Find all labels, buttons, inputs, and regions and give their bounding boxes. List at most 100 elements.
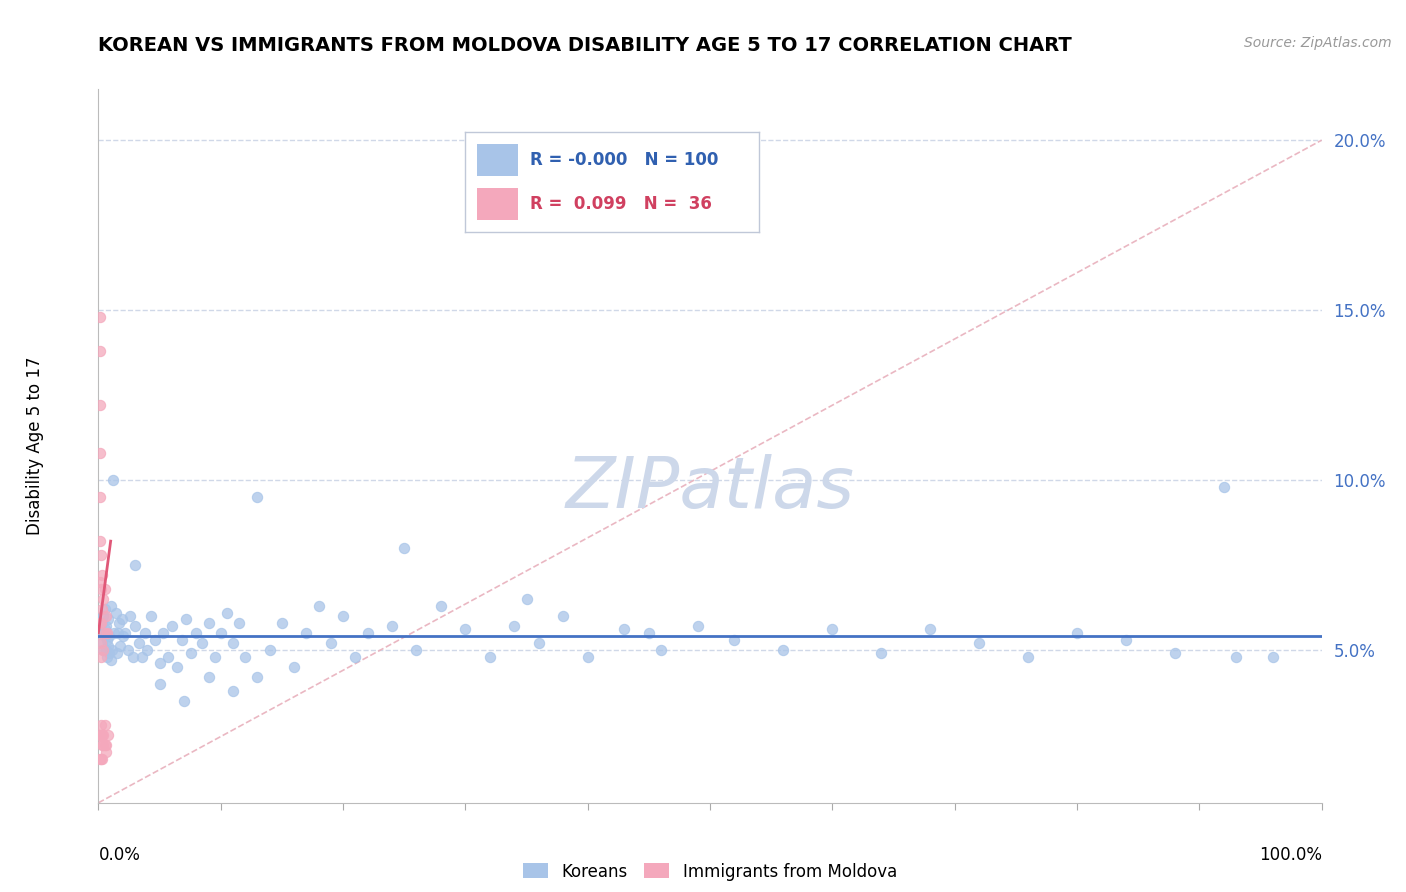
Point	[143, 632, 166, 647]
Point	[821, 623, 844, 637]
Point	[91, 643, 114, 657]
Point	[91, 738, 114, 752]
Point	[191, 636, 214, 650]
Point	[259, 643, 281, 657]
Point	[94, 608, 117, 623]
Point	[246, 490, 269, 504]
Point	[93, 738, 115, 752]
Point	[170, 632, 193, 647]
Point	[222, 683, 245, 698]
Point	[101, 643, 124, 657]
Point	[1225, 649, 1247, 664]
Point	[650, 643, 672, 657]
Point	[90, 582, 112, 596]
Point	[91, 643, 114, 657]
Point	[90, 717, 112, 731]
Point	[117, 643, 139, 657]
Point	[91, 591, 114, 606]
Point	[96, 649, 118, 664]
Text: KOREAN VS IMMIGRANTS FROM MOLDOVA DISABILITY AGE 5 TO 17 CORRELATION CHART: KOREAN VS IMMIGRANTS FROM MOLDOVA DISABI…	[98, 36, 1073, 54]
Point	[136, 643, 159, 657]
Point	[100, 653, 122, 667]
Point	[101, 473, 124, 487]
Point	[93, 582, 115, 596]
Point	[110, 640, 132, 654]
Point	[131, 649, 153, 664]
Point	[97, 640, 120, 654]
Point	[233, 649, 256, 664]
Point	[94, 745, 117, 759]
Point	[120, 608, 142, 623]
Point	[97, 728, 120, 742]
Point	[107, 626, 129, 640]
Text: R =  0.099   N =  36: R = 0.099 N = 36	[530, 195, 711, 213]
Point	[111, 629, 134, 643]
Point	[515, 591, 537, 606]
Point	[89, 751, 111, 765]
Point	[332, 608, 354, 623]
Point	[124, 558, 146, 572]
Point	[319, 636, 342, 650]
Point	[89, 574, 111, 589]
Point	[134, 626, 156, 640]
Point	[104, 606, 127, 620]
Point	[576, 649, 599, 664]
Point	[176, 612, 198, 626]
Point	[90, 751, 112, 765]
Point	[356, 626, 378, 640]
Point	[228, 615, 250, 630]
Point	[105, 646, 128, 660]
Point	[91, 751, 114, 765]
Point	[90, 728, 112, 742]
Point	[91, 568, 114, 582]
Point	[90, 626, 112, 640]
Point	[90, 649, 112, 664]
Point	[381, 619, 404, 633]
Point	[93, 602, 115, 616]
Point	[91, 636, 114, 650]
Point	[197, 670, 219, 684]
Point	[152, 626, 174, 640]
Point	[124, 619, 146, 633]
Legend: Koreans, Immigrants from Moldova: Koreans, Immigrants from Moldova	[516, 856, 904, 888]
Point	[90, 548, 112, 562]
Point	[209, 626, 232, 640]
Point	[1115, 632, 1137, 647]
Point	[111, 612, 134, 626]
Point	[392, 541, 416, 555]
Point	[454, 623, 477, 637]
Point	[91, 602, 114, 616]
Point	[90, 615, 112, 630]
Point	[89, 398, 111, 412]
Point	[197, 615, 219, 630]
Point	[478, 649, 501, 664]
Point	[89, 446, 111, 460]
Text: ZIPatlas: ZIPatlas	[565, 454, 855, 524]
Point	[96, 632, 118, 647]
Point	[308, 599, 330, 613]
Point	[920, 623, 942, 637]
Point	[1017, 649, 1039, 664]
Point	[91, 738, 114, 752]
Point	[94, 738, 117, 752]
Point	[283, 660, 305, 674]
Point	[103, 626, 125, 640]
Point	[91, 615, 114, 630]
Point	[93, 717, 115, 731]
Point	[93, 623, 115, 637]
Text: 0.0%: 0.0%	[98, 846, 141, 863]
Point	[723, 632, 745, 647]
Point	[149, 657, 172, 671]
Point	[157, 649, 180, 664]
Point	[870, 646, 893, 660]
Point	[772, 643, 794, 657]
Point	[186, 626, 208, 640]
Point	[94, 643, 117, 657]
Point	[1212, 480, 1234, 494]
Point	[100, 599, 122, 613]
Point	[89, 490, 111, 504]
Text: Disability Age 5 to 17: Disability Age 5 to 17	[27, 357, 44, 535]
Point	[97, 612, 120, 626]
Point	[90, 636, 112, 650]
FancyBboxPatch shape	[477, 144, 519, 176]
